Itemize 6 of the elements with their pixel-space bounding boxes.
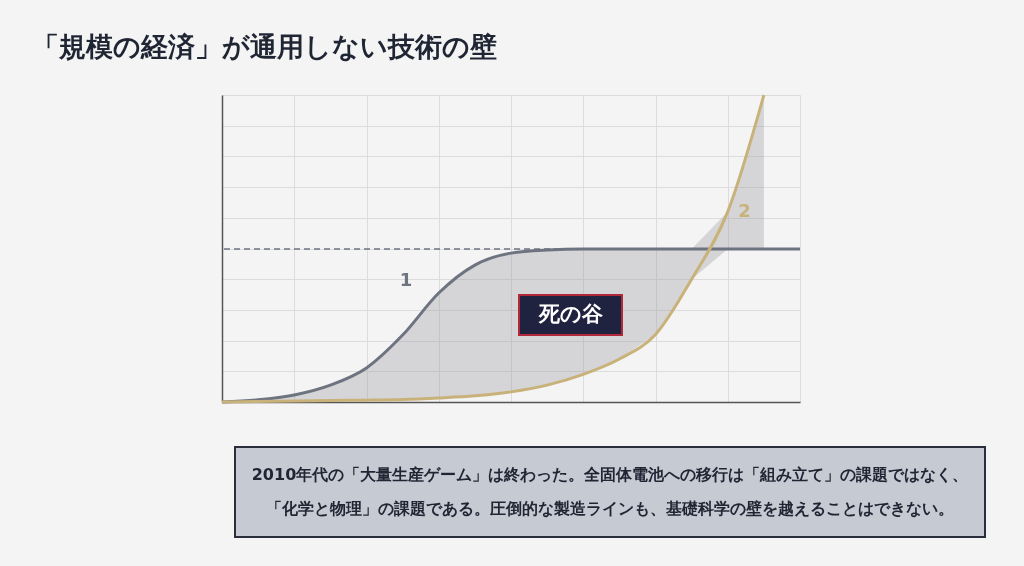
- annotation: 死の谷: [537, 302, 603, 326]
- text: 「化学と物理」の課題である。圧倒的な製造ラインも、基礎科学の壁を越えることはできない。: [266, 499, 954, 518]
- text: 2010年代の「大量生産ゲーム」は終わった。全固体電池への移行は「組み立て」の課題ではなく、: [251, 465, 969, 484]
- chart-title: 「規模の経済」が通用しない技術の壁: [32, 31, 497, 62]
- series-label: 1: [399, 269, 413, 291]
- series-label: 2: [738, 199, 751, 221]
